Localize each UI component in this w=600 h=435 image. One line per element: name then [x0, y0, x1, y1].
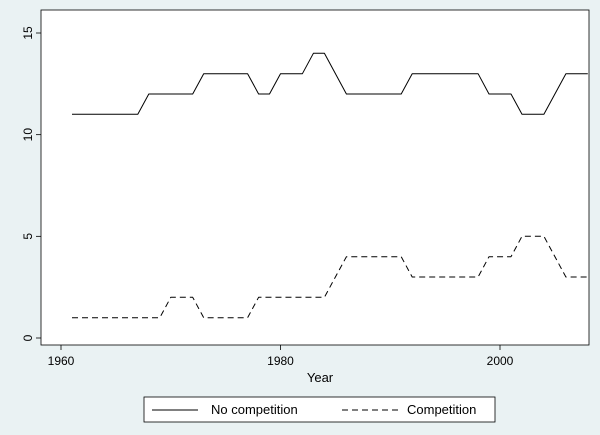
x-tick-label-1980: 1980 — [267, 354, 294, 368]
legend-label-competition: Competition — [407, 402, 476, 417]
x-tick-label-1960: 1960 — [48, 354, 75, 368]
x-axis: 1960 1980 2000 — [48, 345, 514, 368]
x-tick-label-2000: 2000 — [487, 354, 514, 368]
legend-label-no-competition: No competition — [211, 402, 298, 417]
y-axis: 0 5 10 15 — [21, 26, 41, 341]
y-tick-label-0: 0 — [21, 334, 35, 341]
x-axis-title: Year — [307, 370, 334, 385]
legend: No competition Competition — [143, 396, 496, 423]
plot-area — [40, 9, 590, 346]
y-tick-label-10: 10 — [21, 128, 35, 142]
series-layer — [72, 52, 588, 319]
series-line-no-competition — [72, 52, 588, 115]
legend-box — [143, 396, 496, 423]
series-line-competition — [72, 235, 588, 319]
y-tick-label-15: 15 — [21, 26, 35, 40]
y-tick-label-5: 5 — [21, 233, 35, 240]
